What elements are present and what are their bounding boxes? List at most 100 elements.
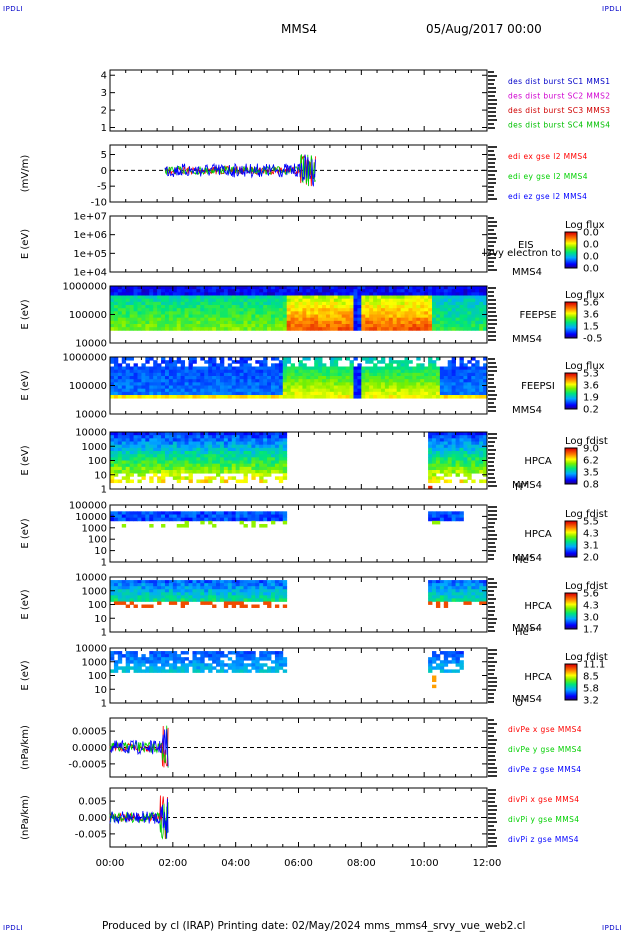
hpca-hepp-panel-pixel [113,595,119,599]
hpca-h-panel-cbar-tick: 6.2 [583,456,599,467]
feepse-panel-pixel [117,317,123,322]
hpca-hepp-panel-pixel [271,586,276,590]
feepse-panel-pixel [161,324,166,328]
feepse-panel-pixel [459,311,464,315]
hpca-hepp-panel-pixel [121,586,127,590]
hpca-h-panel-pixel [439,460,445,465]
hpca-h-panel-pixel [259,476,264,480]
hpca-hepp-panel-pixel [463,589,468,593]
hpca-hepp-panel-pixel [467,601,472,605]
feepse-panel-pixel [298,308,303,312]
hpca-h-panel-pixel [455,444,460,449]
hpca-h-panel-pixel [274,466,280,471]
feepsi-panel-pixel [467,391,472,396]
feepsi-panel-pixel [396,379,402,383]
feepsi-panel-pixel [263,357,268,361]
hpca-h-panel-pixel [145,447,150,452]
feepse-panel-pixel [439,320,445,325]
feepsi-panel-pixel [227,391,233,396]
hpca-h-panel-cbar-cell [565,472,577,474]
feepse-panel-pixel [388,327,394,331]
feepse-panel-pixel [369,324,374,328]
feepsi-panel-pixel [271,391,276,396]
feepsi-panel-pixel [408,388,413,393]
feepsi-panel-pixel [164,379,170,383]
hpca-h-panel-pixel [267,451,272,455]
hpca-hepp-panel-pixel [278,595,284,599]
hpca-hepp-panel-pixel [443,583,449,587]
feepse-panel-pixel [380,301,386,306]
feepse-panel-pixel [180,311,186,315]
feepse-panel-pixel [235,317,240,322]
feepsi-panel-pixel [121,395,127,399]
eis-panel-cbar-cell [565,254,577,256]
feepsi-panel-pixel [231,360,237,364]
feepse-panel-pixel [161,314,166,319]
feepsi-panel-cbar-title: Log flux [565,361,605,372]
hpca-hepp-panel-pixel [251,589,256,593]
feepse-panel-pixel [432,286,437,290]
feepse-panel-cbar-cell [565,328,577,330]
feepse-panel-pixel [463,286,468,290]
feepse-panel-pixel [298,320,303,325]
hpca-h-panel-pixel [208,470,213,474]
feepsi-panel-pixel [290,391,295,396]
feepse-panel-pixel [443,292,449,296]
feepsi-panel-pixel [172,379,178,383]
hpca-h-panel-pixel [149,454,154,458]
hpca-h-panel-pixel [243,473,248,477]
feepsi-panel-pixel [369,366,374,371]
feepsi-panel-pixel [357,388,362,393]
feepse-panel-pixel [196,295,201,300]
feepsi-panel-pixel [212,385,217,390]
feepsi-panel-pixel [125,385,131,390]
feepse-panel-pixel [251,292,256,296]
feepse-panel-pixel [428,289,433,293]
edi-panel-ytick-label: 0 [101,166,107,177]
hpca-h-panel-pixel [274,460,280,465]
hpca-hepp-panel-pixel [239,601,244,605]
hpca-hepp-panel-pixel [271,583,276,587]
feepsi-panel-pixel [180,385,186,390]
hpca-h-panel-pixel [129,460,134,465]
feepsi-panel-cbar-cell [565,377,577,379]
feepsi-panel-pixel [251,388,256,393]
hpca-hepp-panel-pixel [467,592,472,596]
feepse-panel-pixel [318,305,323,309]
hpca-h-panel-pixel [164,473,170,477]
hpca-h-panel-cbar-cell [565,479,577,481]
feepsi-panel-pixel [161,385,166,390]
feepsi-panel-pixel [117,391,123,396]
feepse-panel-pixel [290,289,295,293]
feepsi-panel-pixel [408,372,413,377]
feepse-panel-pixel [467,324,472,328]
hpca-hepp-panel-pixel [467,580,472,584]
feepse-panel-pixel [278,311,284,315]
hpca-h-panel-pixel [255,451,260,455]
feepse-panel-pixel [192,311,197,315]
feepse-panel-pixel [479,305,484,309]
hpca-hepp-panel-pixel [439,580,445,584]
hpca-hepp-panel-pixel [278,580,284,584]
feepse-panel-pixel [216,292,221,296]
feepsi-panel-pixel [388,369,394,374]
hpca-h-panel-pixel [219,451,225,455]
hpca-he-panel-pixel [443,514,449,519]
hpca-hepp-panel-pixel [223,580,229,584]
feepse-panel-pixel [231,317,237,322]
hpca-h-panel-pixel [157,435,162,439]
feepsi-panel-pixel [231,385,237,390]
feepsi-panel-pixel [196,366,201,371]
hpca-h-panel-pixel [153,466,158,471]
feepse-panel-pixel [219,295,225,300]
feepse-panel-pixel [137,289,142,293]
feepse-panel-pixel [483,289,488,293]
hpca-hepp-panel-pixel [435,580,441,584]
feepse-panel-pixel [341,320,347,325]
feepsi-panel-pixel [306,385,311,390]
feepse-panel-pixel [164,305,170,309]
feepse-panel-pixel [282,324,288,328]
hpca-h-panel-pixel [110,441,115,446]
edi-panel-series-z [164,154,316,187]
feepsi-panel-pixel [172,385,178,390]
